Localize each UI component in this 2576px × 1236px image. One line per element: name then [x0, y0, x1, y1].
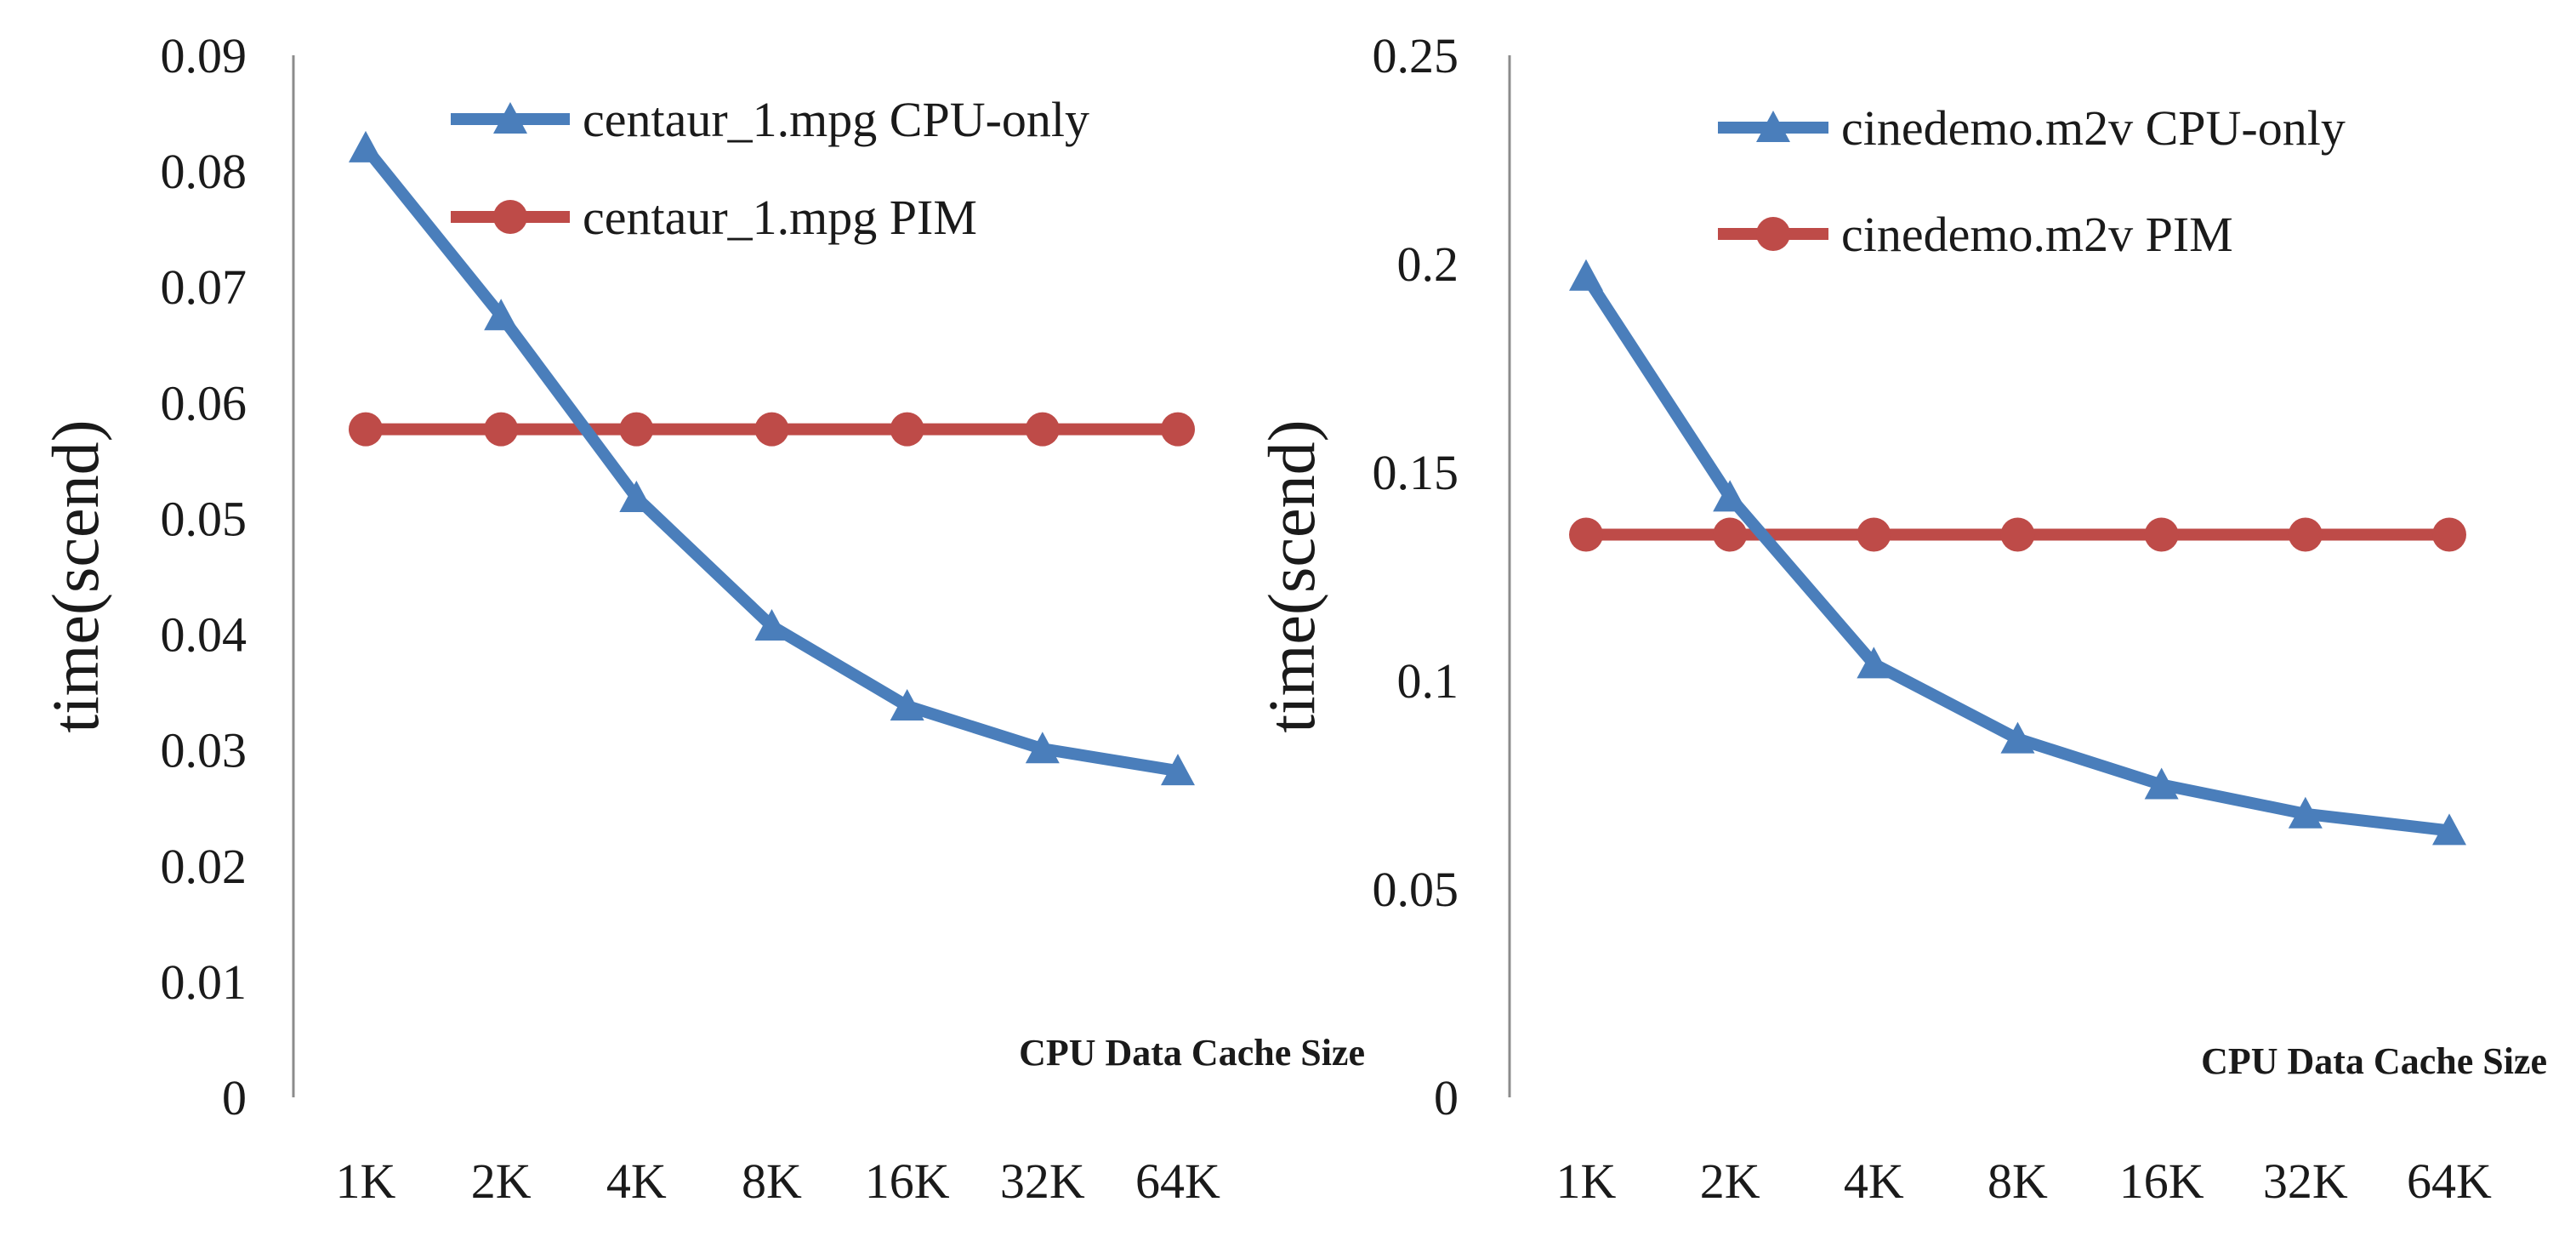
y-tick-label: 0.03 — [161, 723, 247, 778]
data-point-circle — [2432, 517, 2466, 552]
x-tick-label: 2K — [1700, 1153, 1760, 1209]
data-point-circle — [1713, 517, 1748, 552]
data-point-triangle — [2288, 796, 2323, 829]
x-tick-label: 4K — [1844, 1153, 1904, 1209]
x-tick-label: 32K — [1000, 1153, 1085, 1209]
legend-marker-triangle — [493, 102, 527, 134]
data-point-circle — [1161, 412, 1195, 447]
data-point-circle — [754, 412, 789, 447]
legend-label: centaur_1.mpg PIM — [583, 190, 977, 245]
x-tick-label: 32K — [2263, 1153, 2348, 1209]
legend-label: centaur_1.mpg CPU-only — [583, 92, 1089, 147]
y-tick-label: 0.07 — [161, 259, 247, 315]
data-point-triangle — [619, 480, 654, 512]
data-point-triangle — [1025, 732, 1060, 764]
y-tick-label: 0.06 — [161, 375, 247, 430]
x-tick-label: 16K — [865, 1153, 950, 1209]
x-axis-title: CPU Data Cache Size — [1019, 1032, 1365, 1074]
legend-marker-triangle — [1756, 111, 1790, 142]
legend: centaur_1.mpg CPU-only centaur_1.mpg PIM — [451, 92, 1089, 245]
data-point-circle — [2144, 517, 2179, 552]
y-tick-label: 0.1 — [1397, 653, 1459, 709]
series-cpu-only — [349, 130, 1195, 786]
data-point-triangle — [2000, 721, 2035, 754]
y-tick-label: 0.02 — [161, 839, 247, 894]
x-tick-label: 1K — [1556, 1153, 1617, 1209]
legend-marker-circle — [1756, 217, 1790, 251]
data-point-circle — [890, 412, 924, 447]
y-tick-label: 0.2 — [1397, 236, 1459, 292]
y-tick-label: 0 — [1434, 1070, 1459, 1125]
data-point-triangle — [1713, 480, 1748, 512]
y-tick-label: 0.05 — [161, 491, 247, 546]
x-tick-label: 64K — [1135, 1153, 1220, 1209]
data-point-circle — [1025, 412, 1060, 447]
legend-marker-circle — [493, 200, 527, 234]
series-pim — [1569, 517, 2466, 552]
x-tick-label: 1K — [336, 1153, 396, 1209]
data-point-circle — [619, 412, 654, 447]
data-point-triangle — [1569, 259, 1603, 291]
data-point-triangle — [2432, 813, 2466, 846]
data-point-circle — [349, 412, 383, 447]
y-tick-label: 0.01 — [161, 954, 247, 1010]
y-tick-label: 0.09 — [161, 28, 247, 83]
chart-panel-2: 0 0.05 0.1 0.15 0.2 0.25 1K 2K 4K 8K 16K 32K 64K time… — [1254, 28, 2547, 1209]
data-point-circle — [484, 412, 519, 447]
x-tick-label: 64K — [2407, 1153, 2492, 1209]
y-axis-title: time(scend) — [38, 419, 112, 732]
legend: cinedemo.m2v CPU-only cinedemo.m2v PIM — [1718, 100, 2346, 262]
y-tick-label: 0.08 — [161, 144, 247, 199]
data-point-triangle — [349, 130, 383, 162]
y-axis-title: time(scend) — [1254, 419, 1328, 732]
data-point-circle — [1569, 517, 1603, 552]
legend-label: cinedemo.m2v CPU-only — [1841, 100, 2346, 156]
data-point-triangle — [2144, 767, 2179, 800]
data-point-circle — [1857, 517, 1891, 552]
x-tick-label: 2K — [471, 1153, 532, 1209]
data-point-triangle — [890, 688, 924, 721]
x-tick-label: 4K — [606, 1153, 667, 1209]
y-tick-label: 0 — [222, 1070, 247, 1125]
chart-panel-1: 0 0.01 0.02 0.03 0.04 0.05 0.06 0.07 0.08 0.09 1K 2… — [38, 28, 1365, 1209]
y-tick-label: 0.05 — [1373, 862, 1459, 917]
y-tick-label: 0.04 — [161, 607, 247, 663]
y-tick-label: 0.25 — [1373, 28, 1459, 83]
x-tick-label: 8K — [742, 1153, 802, 1209]
series-pim — [349, 412, 1195, 447]
data-point-triangle — [484, 299, 519, 331]
data-point-circle — [2288, 517, 2323, 552]
data-point-triangle — [1857, 646, 1891, 679]
legend-label: cinedemo.m2v PIM — [1841, 207, 2233, 262]
x-axis-title: CPU Data Cache Size — [2201, 1040, 2547, 1082]
y-tick-label: 0.15 — [1373, 445, 1459, 500]
x-tick-label: 16K — [2119, 1153, 2204, 1209]
series-cpu-only — [1569, 259, 2466, 846]
data-point-circle — [2000, 517, 2035, 552]
x-tick-label: 8K — [1987, 1153, 2048, 1209]
data-point-triangle — [754, 609, 789, 641]
data-point-triangle — [1161, 754, 1195, 786]
